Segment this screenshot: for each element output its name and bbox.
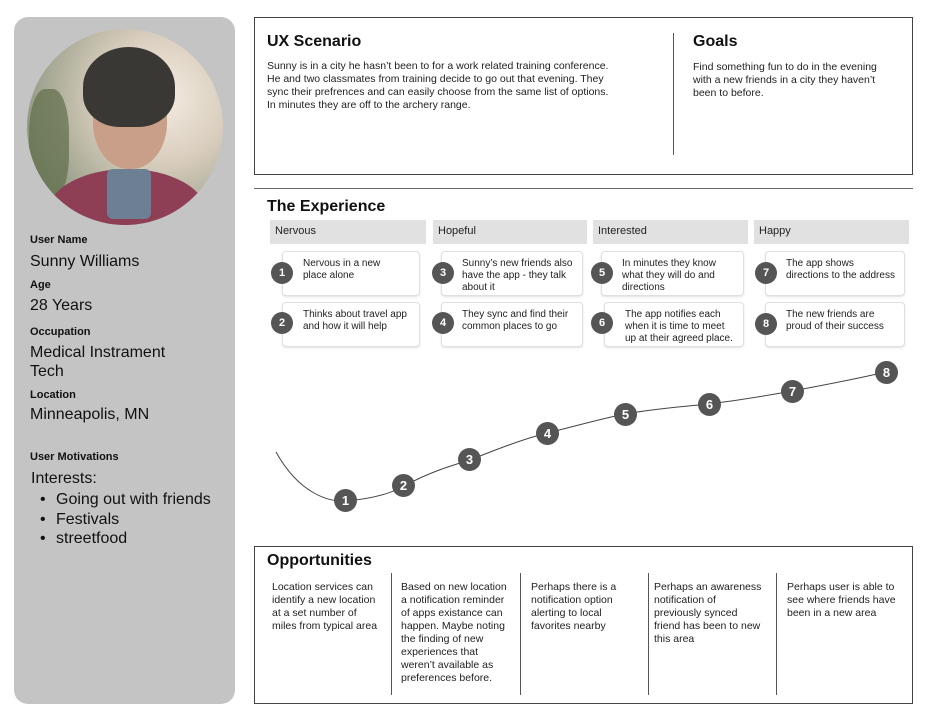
opportunity-column-3: Perhaps there is a notification option al… <box>531 581 617 632</box>
step-number-7: 7 <box>755 262 777 284</box>
scenario-text: Sunny is in a city he hasn’t been to for… <box>267 60 609 111</box>
step-card-1: Nervous in a new place alone <box>282 251 420 296</box>
step-number-5: 5 <box>591 262 613 284</box>
opportunity-divider <box>648 573 649 695</box>
step-number-3: 3 <box>432 262 454 284</box>
step-number-6: 6 <box>591 312 613 334</box>
background-plant <box>29 89 69 199</box>
scenario-panel <box>254 17 913 175</box>
motivations-label: User Motivations <box>30 451 119 463</box>
age-value: 28 Years <box>30 297 93 314</box>
scenario-title: UX Scenario <box>267 33 362 50</box>
avatar-hair <box>83 47 175 127</box>
opportunity-divider <box>776 573 777 695</box>
opportunity-divider <box>520 573 521 695</box>
step-card-7: The app shows directions to the address <box>765 251 905 296</box>
persona-avatar <box>27 29 223 225</box>
opportunity-column-5: Perhaps user is able to see where friends… <box>787 581 896 619</box>
interest-item: • streetfood <box>40 530 128 547</box>
step-number-8: 8 <box>755 313 777 335</box>
avatar-collar <box>107 169 151 219</box>
occupation-value-line2: Tech <box>30 363 64 380</box>
user-name-label: User Name <box>30 234 88 246</box>
occupation-value-line1: Medical Instrament <box>30 344 166 361</box>
user-name-value: Sunny Williams <box>30 253 140 270</box>
step-card-4: They sync and find their common places to… <box>441 302 583 347</box>
curve-marker-8: 8 <box>875 361 898 384</box>
location-label: Location <box>30 389 76 401</box>
curve-marker-5: 5 <box>614 403 637 426</box>
stage-happy: Happy <box>754 220 909 244</box>
step-card-8: The new friends are proud of their succes… <box>765 302 905 347</box>
persona-sidebar: User Name Sunny Williams Age 28 Years Oc… <box>14 17 235 704</box>
occupation-label: Occupation <box>30 326 91 338</box>
scenario-divider <box>673 33 674 155</box>
opportunities-panel <box>254 546 913 704</box>
stage-nervous: Nervous <box>270 220 426 244</box>
opportunities-title: Opportunities <box>267 552 372 569</box>
step-number-4: 4 <box>432 312 454 334</box>
step-card-2: Thinks about travel app and how it will h… <box>282 302 420 347</box>
interest-item: • Festivals <box>40 511 120 528</box>
section-divider <box>254 188 913 189</box>
interest-item: • Going out with friends <box>40 491 211 508</box>
curve-marker-1: 1 <box>334 489 357 512</box>
step-number-1: 1 <box>271 262 293 284</box>
curve-marker-2: 2 <box>392 474 415 497</box>
stage-hopeful: Hopeful <box>433 220 587 244</box>
goals-title: Goals <box>693 33 738 50</box>
step-card-5: In minutes they know what they will do an… <box>601 251 744 296</box>
step-card-3: Sunny’s new friends also have the app - t… <box>441 251 583 296</box>
age-label: Age <box>30 279 51 291</box>
step-number-2: 2 <box>271 312 293 334</box>
curve-marker-7: 7 <box>781 380 804 403</box>
curve-marker-4: 4 <box>536 422 559 445</box>
opportunity-divider <box>391 573 392 695</box>
goals-text: Find something fun to do in the evening … <box>693 61 877 99</box>
opportunity-column-1: Location services can identify a new loca… <box>272 581 378 632</box>
location-value: Minneapolis, MN <box>30 406 150 423</box>
opportunity-column-2: Based on new location a notification remi… <box>401 581 507 684</box>
opportunity-column-4: Perhaps an awareness notification of prev… <box>654 581 762 645</box>
experience-title: The Experience <box>267 198 386 215</box>
curve-marker-3: 3 <box>458 448 481 471</box>
curve-marker-6: 6 <box>698 393 721 416</box>
stage-interested: Interested <box>593 220 748 244</box>
interests-title: Interests: <box>31 470 97 487</box>
